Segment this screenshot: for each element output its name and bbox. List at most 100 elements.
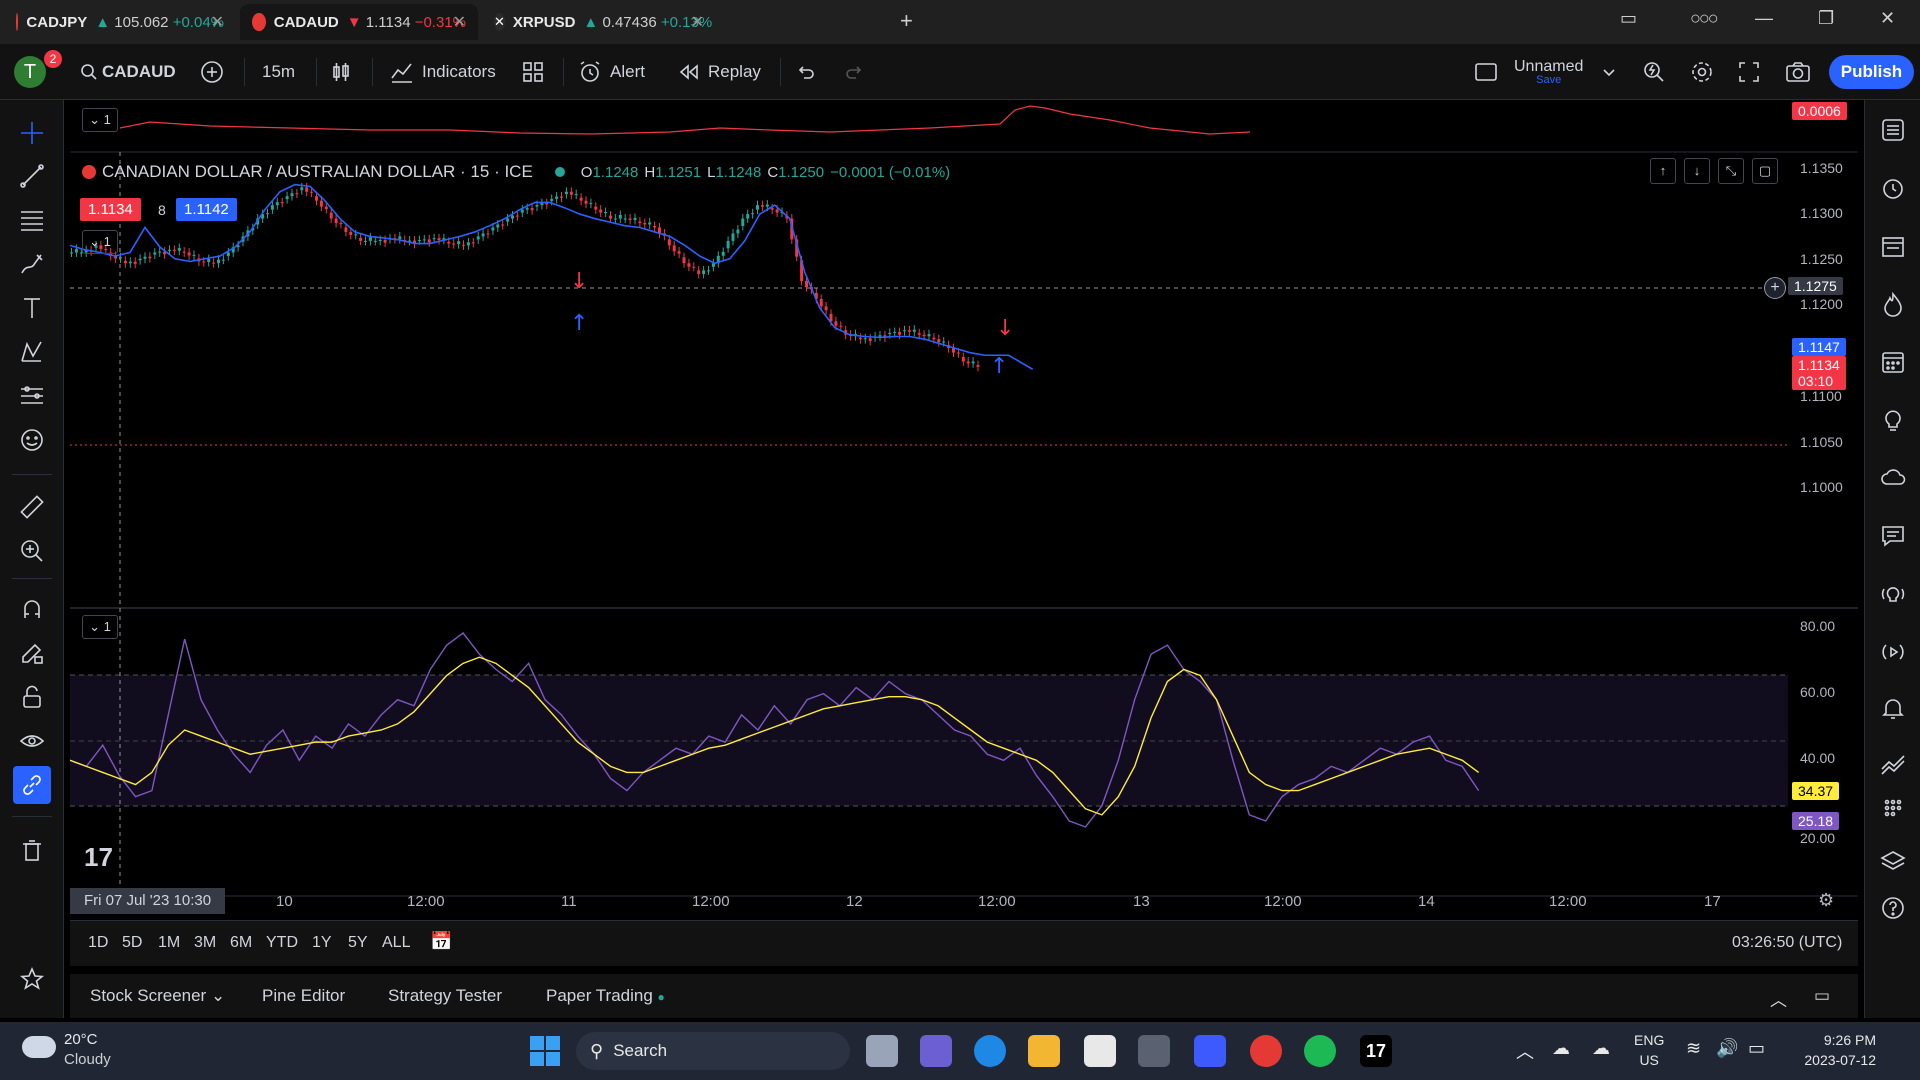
windows-start-icon[interactable] <box>530 1036 560 1066</box>
tips-button[interactable] <box>1875 576 1911 612</box>
fullscreen-button[interactable] <box>1738 44 1760 100</box>
layout-dropdown-button[interactable] <box>1602 44 1616 100</box>
text-tool[interactable] <box>13 289 51 327</box>
wifi-icon[interactable]: ≋ <box>1686 1038 1702 1058</box>
layout-name[interactable]: Unnamed Save <box>1514 44 1583 100</box>
remove-drawings-tool[interactable] <box>13 832 51 870</box>
calendar-button[interactable] <box>1875 344 1911 380</box>
range-6m[interactable]: 6M <box>230 934 253 951</box>
chart-type-button[interactable] <box>330 44 352 100</box>
undo-button[interactable] <box>796 44 816 100</box>
streams-button[interactable] <box>1875 460 1911 496</box>
buy-button[interactable]: 1.1142 <box>176 198 237 221</box>
add-alert-plus-icon[interactable]: + <box>1764 277 1786 299</box>
monitor-icon[interactable]: ▭ <box>1620 8 1638 28</box>
chart-settings-icon[interactable]: ⚙ <box>1818 890 1835 910</box>
patterns-tool[interactable] <box>13 333 51 371</box>
tab-paper-trading[interactable]: Paper Trading ● <box>546 986 665 1005</box>
language-indicator[interactable]: ENG US <box>1634 1032 1665 1068</box>
browser-tab-cadaud[interactable]: CADAUD ▼ 1.1134 −0.31% ✕ <box>240 4 478 40</box>
templates-button[interactable] <box>522 44 544 100</box>
range-1m[interactable]: 1M <box>158 934 181 951</box>
indicator-collapse-button[interactable]: ⌄ 1 <box>82 108 118 132</box>
task-view-icon[interactable] <box>866 1035 898 1067</box>
collapse-pane-icon[interactable]: ⤡ <box>1718 158 1744 184</box>
app-mt-icon[interactable] <box>1194 1035 1226 1067</box>
help-button[interactable] <box>1875 890 1911 926</box>
chats-button[interactable] <box>1875 518 1911 554</box>
range-ytd[interactable]: YTD <box>266 934 298 951</box>
range-1d[interactable]: 1D <box>88 934 109 951</box>
sync-drawings-tool[interactable] <box>13 766 51 804</box>
app-cube-icon[interactable] <box>1138 1035 1170 1067</box>
minimize-icon[interactable]: — <box>1755 8 1773 28</box>
taskbar-search[interactable]: ⚲ Search <box>576 1032 850 1070</box>
volume-icon[interactable]: 🔊 <box>1716 1038 1739 1058</box>
publish-button[interactable]: Publish <box>1829 55 1914 89</box>
sell-button[interactable]: 1.1134 <box>80 198 141 221</box>
notifications-button[interactable] <box>1875 690 1911 726</box>
weather-widget[interactable]: 20°C Cloudy <box>64 1031 111 1068</box>
watchlist-button[interactable] <box>1875 112 1911 148</box>
range-5y[interactable]: 5Y <box>348 934 368 951</box>
indicators-button[interactable]: Indicators <box>390 44 496 100</box>
browser-tab-xrpusd[interactable]: ✕ XRPUSD ▲ 0.47436 +0.13% ✕ <box>482 4 716 40</box>
layers-button[interactable] <box>1875 844 1911 880</box>
alert-button[interactable]: Alert <box>578 44 645 100</box>
replay-trading-button[interactable] <box>1875 634 1911 670</box>
user-avatar[interactable]: T 2 <box>14 44 62 100</box>
interval-button[interactable]: 15m <box>262 44 295 100</box>
chevron-up-icon[interactable]: ︿ <box>1770 991 1787 1010</box>
snapshot-button[interactable] <box>1785 44 1811 100</box>
tradingview-app-icon[interactable]: 17 <box>1360 1035 1392 1067</box>
alerts-button[interactable] <box>1875 170 1911 206</box>
chart-area[interactable]: ↓ ↑ ↓ ↑ 17 ⌄ 1 ⌄ 1 ⌄ 1 CANADIAN DOLLAR /… <box>70 100 1858 920</box>
brush-tool[interactable] <box>13 245 51 283</box>
redo-button[interactable] <box>844 44 864 100</box>
hotlists-button[interactable] <box>1875 286 1911 322</box>
zoom-tool[interactable] <box>13 532 51 570</box>
compare-symbol-button[interactable] <box>200 44 224 100</box>
range-1y[interactable]: 1Y <box>312 934 332 951</box>
maximize-pane-icon[interactable]: ▢ <box>1752 158 1778 184</box>
forecast-tool[interactable] <box>13 377 51 415</box>
symbol-search[interactable]: CADAUD <box>80 44 176 100</box>
hide-drawings-tool[interactable] <box>13 722 51 760</box>
replay-button[interactable]: Replay <box>678 44 761 100</box>
more-options-icon[interactable]: ○○○ <box>1690 8 1719 28</box>
system-clock[interactable]: 9:26 PM 2023-07-12 <box>1804 1032 1876 1068</box>
chevron-up-icon[interactable]: ︿ <box>1516 1042 1534 1062</box>
measure-tool[interactable] <box>13 488 51 526</box>
trend-line-tool[interactable] <box>13 157 51 195</box>
icons-tool[interactable] <box>13 421 51 459</box>
data-window-button[interactable] <box>1875 228 1911 264</box>
tab-stock-screener[interactable]: Stock Screener ⌄ <box>90 986 226 1005</box>
close-tab-icon[interactable]: ✕ <box>690 14 704 31</box>
range-5d[interactable]: 5D <box>122 934 143 951</box>
settings-button[interactable] <box>1690 44 1714 100</box>
spotify-icon[interactable] <box>1304 1035 1336 1067</box>
move-up-icon[interactable]: ↑ <box>1650 158 1676 184</box>
restore-icon[interactable]: ❐ <box>1818 8 1835 28</box>
chart-canvas[interactable]: ↓ ↑ ↓ ↑ 17 <box>70 100 1858 920</box>
move-down-icon[interactable]: ↓ <box>1684 158 1710 184</box>
lock-drawings-tool[interactable] <box>13 678 51 716</box>
object-tree-button[interactable] <box>1875 790 1911 826</box>
chrome-icon[interactable] <box>1250 1035 1282 1067</box>
indicator-collapse-button[interactable]: ⌄ 1 <box>82 615 118 639</box>
calendar-icon[interactable]: 📅 <box>430 931 453 951</box>
file-explorer-icon[interactable] <box>1028 1035 1060 1067</box>
ideas-button[interactable] <box>1875 402 1911 438</box>
tray-icon[interactable]: ☁ <box>1592 1038 1610 1058</box>
favorites-tool[interactable] <box>13 960 51 998</box>
tray-icon[interactable]: ☁ <box>1552 1038 1570 1058</box>
layout-select-button[interactable] <box>1474 44 1498 100</box>
crosshair-tool[interactable] <box>13 114 51 152</box>
teams-chat-icon[interactable] <box>920 1035 952 1067</box>
weather-cloud-icon[interactable] <box>22 1036 56 1058</box>
clock-display[interactable]: 03:26:50 (UTC) <box>1732 934 1843 951</box>
stay-drawing-tool[interactable] <box>13 634 51 672</box>
battery-icon[interactable]: ▭ <box>1748 1038 1766 1058</box>
trading-panel-button[interactable] <box>1875 746 1911 782</box>
browser-tab-cadjpy[interactable]: CADJPY ▲ 105.062 +0.04% ✕ <box>4 4 236 40</box>
